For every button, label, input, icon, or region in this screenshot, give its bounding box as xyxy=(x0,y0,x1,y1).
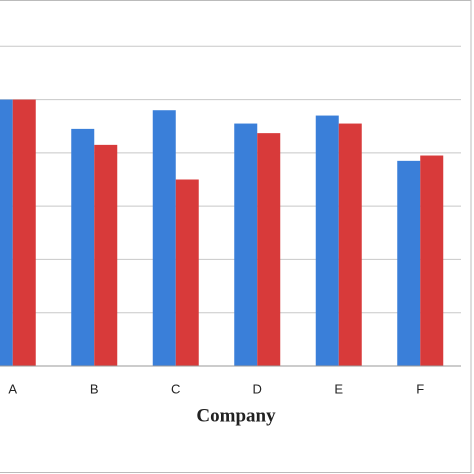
bar xyxy=(315,115,339,366)
bar xyxy=(397,160,421,366)
bar xyxy=(94,144,118,366)
bar xyxy=(12,99,36,367)
x-tick-label: B xyxy=(90,381,99,396)
x-tick-label: C xyxy=(171,381,180,396)
x-axis-title: Company xyxy=(196,405,276,426)
bar xyxy=(175,179,199,366)
x-tick-label: D xyxy=(253,381,262,396)
bar xyxy=(257,133,281,366)
x-tick-label: F xyxy=(416,381,424,396)
x-tick-label: E xyxy=(334,381,343,396)
bar xyxy=(420,155,444,366)
x-tick-label: A xyxy=(8,381,17,396)
bar xyxy=(152,110,176,366)
bar xyxy=(71,128,95,366)
bar xyxy=(0,99,13,367)
bar xyxy=(338,123,362,366)
bar xyxy=(234,123,258,366)
